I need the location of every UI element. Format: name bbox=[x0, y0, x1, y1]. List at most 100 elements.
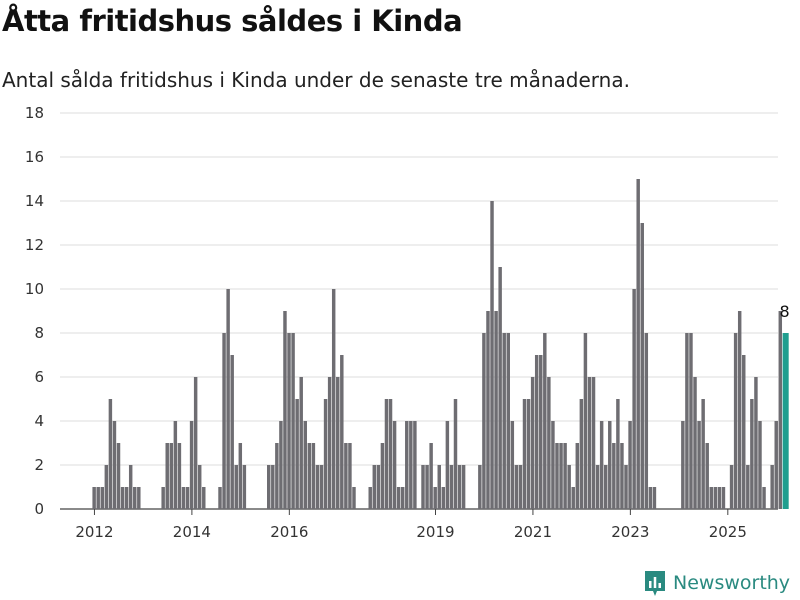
bar bbox=[648, 487, 653, 509]
bar bbox=[742, 355, 746, 509]
bar bbox=[340, 355, 344, 509]
bar bbox=[616, 399, 620, 509]
bar bbox=[478, 465, 482, 509]
bar bbox=[271, 465, 275, 509]
bar bbox=[413, 421, 417, 509]
bar bbox=[311, 443, 316, 509]
bar bbox=[315, 465, 320, 509]
bar bbox=[729, 465, 734, 509]
bar bbox=[762, 487, 766, 509]
bar bbox=[518, 465, 523, 509]
bar bbox=[222, 333, 226, 509]
bar bbox=[449, 465, 454, 509]
bar bbox=[514, 465, 519, 509]
bar bbox=[372, 465, 377, 509]
y-tick-label: 14 bbox=[25, 192, 44, 210]
bar bbox=[595, 465, 600, 509]
bar bbox=[392, 421, 397, 509]
bar bbox=[116, 443, 121, 509]
x-tick-label: 2014 bbox=[173, 523, 211, 541]
bar bbox=[770, 465, 774, 509]
bar bbox=[327, 377, 332, 509]
y-tick-label: 6 bbox=[34, 368, 44, 386]
bar bbox=[165, 443, 169, 509]
bar bbox=[202, 487, 206, 509]
bar bbox=[689, 333, 693, 509]
bar bbox=[571, 487, 575, 509]
bar bbox=[457, 465, 462, 509]
bar bbox=[161, 487, 165, 509]
y-tick-label: 16 bbox=[25, 148, 44, 166]
bar bbox=[575, 443, 580, 509]
bar bbox=[603, 465, 608, 509]
bar bbox=[344, 443, 348, 509]
bar bbox=[368, 487, 372, 509]
bar bbox=[287, 333, 291, 509]
bar bbox=[559, 443, 563, 509]
bar bbox=[437, 465, 441, 509]
bar bbox=[612, 443, 616, 509]
x-tick-label: 2012 bbox=[75, 523, 113, 541]
bar bbox=[137, 487, 141, 509]
bar bbox=[510, 421, 515, 509]
bar bbox=[652, 487, 657, 509]
bar bbox=[713, 487, 718, 509]
bar bbox=[693, 377, 697, 509]
bar bbox=[384, 399, 389, 509]
bar bbox=[388, 399, 393, 509]
y-tick-label: 8 bbox=[34, 324, 44, 342]
bar bbox=[242, 465, 247, 509]
x-tick-label: 2021 bbox=[514, 523, 552, 541]
bar bbox=[721, 487, 726, 509]
bar bbox=[522, 399, 527, 509]
bar bbox=[197, 465, 202, 509]
bar bbox=[530, 377, 535, 509]
bar bbox=[380, 443, 385, 509]
bar bbox=[226, 289, 230, 509]
bar bbox=[275, 443, 279, 509]
bar bbox=[758, 421, 762, 509]
bar bbox=[319, 465, 324, 509]
bar bbox=[185, 487, 190, 509]
bar bbox=[774, 421, 778, 509]
bar bbox=[543, 333, 547, 509]
y-tick-label: 18 bbox=[25, 104, 44, 122]
bar bbox=[230, 355, 234, 509]
bar bbox=[709, 487, 713, 509]
bar bbox=[717, 487, 722, 509]
bar bbox=[746, 465, 750, 509]
bar bbox=[279, 421, 283, 509]
bar bbox=[754, 377, 758, 509]
bar bbox=[133, 487, 137, 509]
bar bbox=[400, 487, 405, 509]
bar bbox=[539, 355, 543, 509]
bar bbox=[555, 443, 559, 509]
bar bbox=[218, 487, 222, 509]
bar bbox=[323, 399, 328, 509]
bar bbox=[737, 311, 742, 509]
bar bbox=[267, 465, 271, 509]
bar bbox=[579, 399, 584, 509]
bar bbox=[632, 289, 636, 509]
bar bbox=[640, 223, 644, 509]
bar bbox=[563, 443, 567, 509]
bar bbox=[506, 333, 510, 509]
bar bbox=[453, 399, 458, 509]
bar bbox=[701, 399, 705, 509]
bar bbox=[128, 465, 133, 509]
bar bbox=[636, 179, 640, 509]
bar bbox=[295, 399, 299, 509]
bar bbox=[624, 465, 628, 509]
bar bbox=[100, 487, 104, 509]
bar bbox=[193, 377, 198, 509]
bar bbox=[409, 421, 413, 509]
bar bbox=[331, 289, 336, 509]
bar bbox=[526, 399, 531, 509]
bar bbox=[705, 443, 709, 509]
bar bbox=[778, 311, 783, 509]
bar bbox=[238, 443, 243, 509]
bar bbox=[104, 465, 109, 509]
bar bbox=[750, 399, 754, 509]
x-tick-label: 2023 bbox=[611, 523, 649, 541]
